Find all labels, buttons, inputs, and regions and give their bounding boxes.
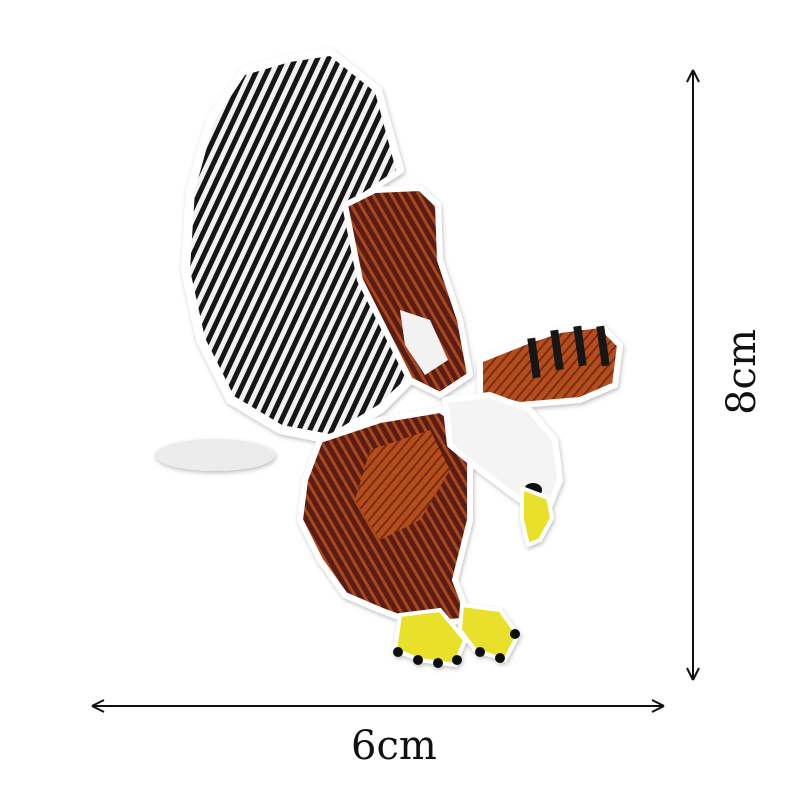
eagle-head <box>442 392 563 513</box>
eagle-talons <box>392 602 521 668</box>
height-dimension-line <box>686 69 700 681</box>
eagle-beak <box>520 486 554 547</box>
width-label: 6cm <box>351 723 437 769</box>
eagle-patch <box>155 48 623 668</box>
shadow-feather <box>155 439 275 471</box>
height-label: 8cm <box>719 329 765 415</box>
width-dimension-line <box>91 699 665 713</box>
